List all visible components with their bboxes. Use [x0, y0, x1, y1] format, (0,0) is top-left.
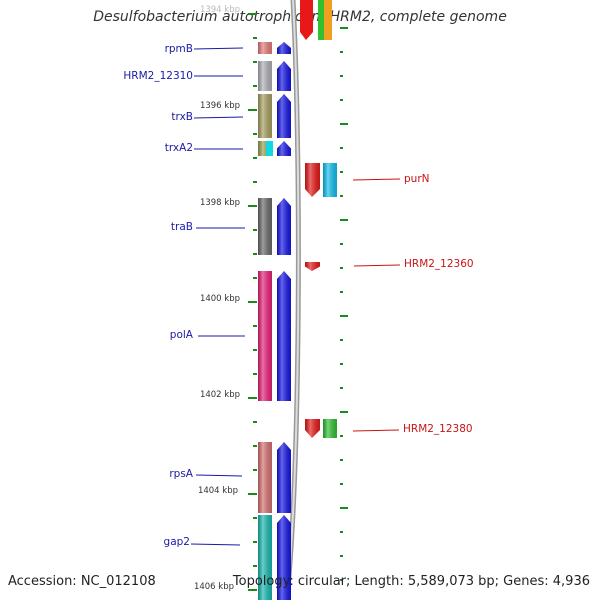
gene-box-shade [258, 198, 272, 255]
forward-arrow-shade [277, 61, 291, 91]
genome-backbone [284, 0, 301, 600]
position-ticks [248, 13, 348, 591]
gene-label-polA[interactable]: polA [169, 329, 193, 341]
gene-box-extra [318, 0, 324, 40]
reverse-arrow-shade [305, 262, 320, 271]
kbp-label: 1394 kbp [199, 5, 240, 15]
topology-text: Topology: circular; Length: 5,589,073 bp… [232, 574, 590, 589]
leader-line [353, 264, 401, 267]
leader-line [193, 116, 244, 119]
forward-arrow-shade [277, 141, 291, 156]
kbp-label: 1406 kbp [193, 582, 234, 592]
gene-box-shade [323, 419, 337, 438]
gene-label-rpsA[interactable]: rpsA [169, 468, 193, 480]
forward-arrow-shade [277, 94, 291, 138]
forward-arrow-shade [277, 442, 291, 513]
reverse-arrow [300, 0, 313, 40]
gene-label-HRM2_12380[interactable]: HRM2_12380 [403, 423, 473, 435]
gene-box-extra [324, 0, 332, 40]
backbone-arc-highlight [286, 0, 300, 600]
gene-label-purN[interactable]: purN [404, 173, 430, 185]
leader-line [193, 47, 244, 50]
forward-arrow-shade [277, 515, 291, 600]
forward-arrow-shade [277, 42, 291, 54]
gene-label-traB[interactable]: traB [170, 221, 193, 233]
gene-box-shade [258, 42, 272, 54]
reverse-arrow-shade [305, 163, 320, 197]
gene-label-rpmB[interactable]: rpmB [164, 43, 193, 55]
gene-box-shade [323, 163, 337, 197]
forward-arrow-shade [277, 271, 291, 401]
leader-line [190, 543, 241, 546]
kbp-label: 1400 kbp [199, 294, 240, 304]
gene-box-shade [258, 271, 272, 401]
label-leader-lines [190, 47, 401, 546]
gene-box-extra [266, 141, 273, 156]
gene-box-shade [258, 515, 272, 600]
gene-box-shade [258, 94, 272, 138]
kbp-label: 1404 kbp [197, 486, 238, 496]
gene-label-HRM2_12360[interactable]: HRM2_12360 [404, 258, 474, 270]
gene-label-HRM2_12310[interactable]: HRM2_12310 [123, 70, 193, 82]
gene-features [258, 0, 337, 600]
leader-line [195, 474, 243, 477]
accession-text: Accession: NC_012108 [8, 574, 156, 589]
gene-label-trxB[interactable]: trxB [171, 111, 193, 123]
kbp-label: 1402 kbp [199, 390, 240, 400]
leader-line [352, 429, 400, 432]
gene-box-shade [258, 61, 272, 91]
kbp-label: 1398 kbp [199, 198, 240, 208]
forward-arrow-shade [277, 198, 291, 255]
gene-label-gap2[interactable]: gap2 [163, 536, 190, 548]
kbp-label: 1396 kbp [199, 101, 240, 111]
gene-box-shade [258, 442, 272, 513]
reverse-arrow-shade [305, 419, 320, 438]
gene-label-trxA2[interactable]: trxA2 [164, 142, 193, 154]
leader-line [352, 178, 401, 181]
